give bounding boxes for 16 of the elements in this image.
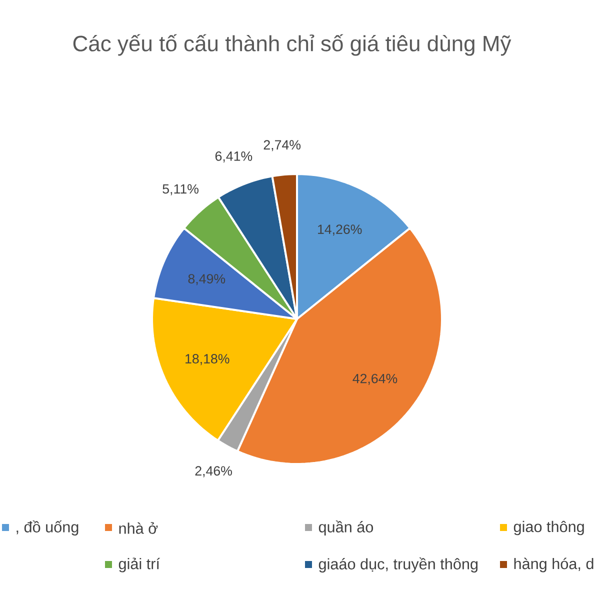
data-label: 6,41% (215, 151, 252, 162)
legend-label: , đồ uống (16, 520, 78, 536)
data-label: 8,49% (188, 274, 226, 286)
data-label: 18,18% (186, 354, 230, 366)
chart-title: Các yếu tố cấu thành chỉ số giá tiêu dùng Mỹ (73, 34, 512, 56)
data-label: 2,46% (195, 466, 232, 478)
data-label: 2,74% (264, 140, 301, 152)
legend-label: giaáo dục, truyền thông (318, 558, 478, 572)
legend-label: nhà ở (119, 522, 158, 534)
data-label: 42,64% (352, 374, 398, 385)
data-label: 5,11% (162, 184, 198, 196)
legend-label: quần áo (318, 520, 374, 536)
legend-label: giao thông (514, 520, 584, 536)
data-label: 14,26% (318, 224, 362, 236)
legend-label: hàng hóa, d (514, 558, 594, 572)
legend-label: giải trí (118, 558, 160, 572)
